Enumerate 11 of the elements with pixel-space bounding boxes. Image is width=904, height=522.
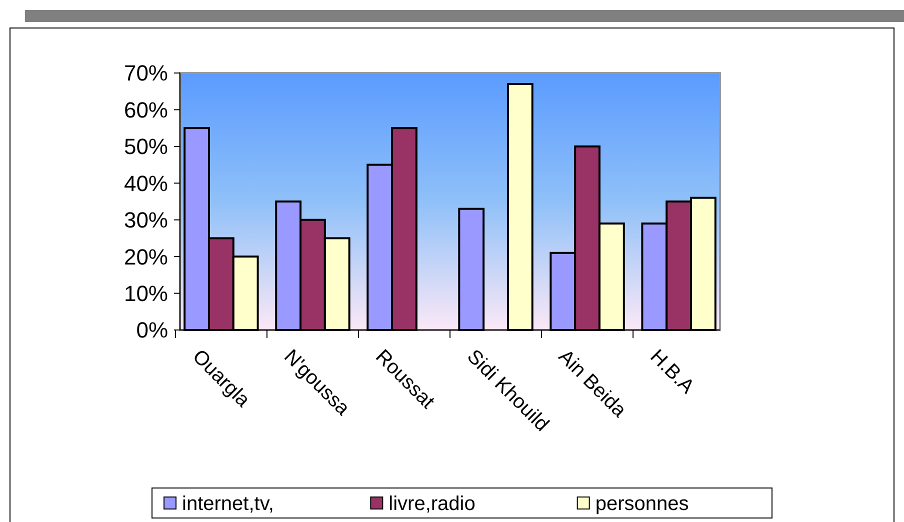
legend-label: internet,tv, xyxy=(182,493,274,515)
y-tick-label: 0% xyxy=(136,318,168,343)
y-tick-label: 50% xyxy=(124,134,168,160)
legend-label: personnes xyxy=(595,493,689,515)
y-tick-label: 40% xyxy=(124,170,168,196)
y-tick-label: 20% xyxy=(124,244,168,270)
y-tick-label: 70% xyxy=(124,60,168,86)
y-tick-label: 60% xyxy=(124,97,168,122)
y-tick-label: 30% xyxy=(124,208,168,233)
y-tick-label: 10% xyxy=(124,280,168,306)
legend-label: livre,radio xyxy=(388,493,476,515)
